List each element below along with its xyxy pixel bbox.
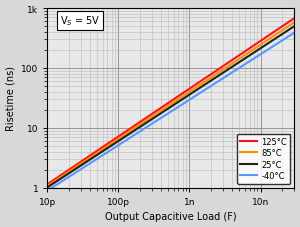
X-axis label: Output Capacitive Load (F): Output Capacitive Load (F): [105, 212, 237, 222]
25°C: [46, 186, 50, 188]
Line: 25°C: 25°C: [47, 27, 294, 188]
25°C: [193, 91, 196, 93]
Y-axis label: Risetime (ns): Risetime (ns): [6, 66, 16, 131]
85°C: [254, 47, 257, 50]
85°C: [269, 37, 273, 40]
125°C: [46, 183, 49, 186]
-40°C: [269, 47, 273, 49]
25°C: [192, 91, 195, 94]
85°C: [193, 88, 196, 90]
85°C: [192, 88, 195, 91]
-40°C: [197, 93, 200, 96]
125°C: [46, 183, 50, 185]
Line: 125°C: 125°C: [47, 19, 294, 184]
25°C: [292, 26, 296, 28]
-40°C: [292, 32, 296, 35]
Line: -40°C: -40°C: [47, 33, 294, 191]
125°C: [292, 18, 296, 20]
85°C: [292, 22, 296, 25]
-40°C: [192, 96, 195, 99]
-40°C: [193, 96, 196, 99]
25°C: [269, 41, 273, 43]
-40°C: [46, 189, 49, 192]
85°C: [197, 85, 200, 88]
85°C: [46, 185, 49, 188]
25°C: [46, 186, 49, 189]
Legend: 125°C, 85°C, 25°C, -40°C: 125°C, 85°C, 25°C, -40°C: [237, 134, 290, 184]
125°C: [193, 85, 196, 87]
125°C: [254, 44, 257, 46]
-40°C: [254, 57, 257, 59]
125°C: [197, 82, 200, 84]
25°C: [197, 88, 200, 91]
125°C: [269, 33, 273, 36]
85°C: [46, 184, 50, 187]
25°C: [254, 51, 257, 54]
-40°C: [46, 189, 50, 192]
125°C: [192, 85, 195, 88]
Line: 85°C: 85°C: [47, 23, 294, 186]
Text: V$_S$ = 5V: V$_S$ = 5V: [60, 14, 100, 28]
